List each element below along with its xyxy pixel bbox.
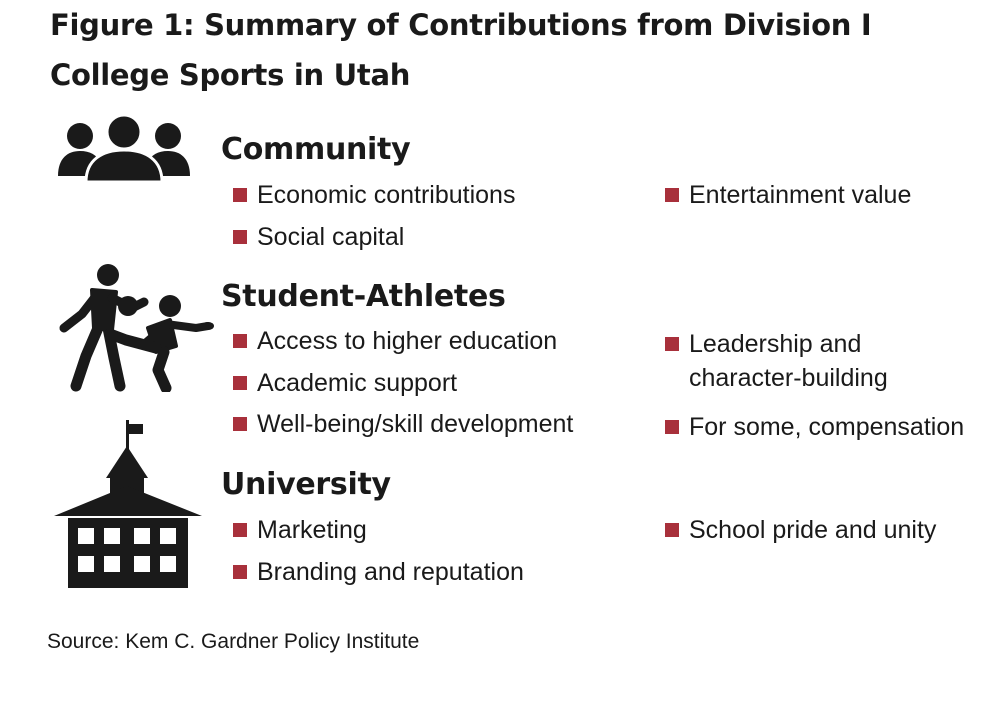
section-heading-community: Community — [221, 132, 411, 167]
bullet-square-icon — [665, 337, 679, 351]
schoolhouse-icon — [54, 420, 202, 588]
bullet-square-icon — [233, 230, 247, 244]
bullet-square-icon — [233, 188, 247, 202]
bullet-square-icon — [233, 376, 247, 390]
section-heading-university: University — [221, 467, 391, 502]
people-group-icon — [58, 114, 190, 182]
bullet-square-icon — [665, 420, 679, 434]
athletes-icon — [59, 264, 214, 392]
bullet-square-icon — [233, 334, 247, 348]
section-heading-student-athletes: Student-Athletes — [221, 279, 506, 314]
bullet-square-icon — [233, 417, 247, 431]
bullet-square-icon — [665, 523, 679, 537]
bullet-square-icon — [233, 565, 247, 579]
bullet-square-icon — [665, 188, 679, 202]
source-note: Source: Kem C. Gardner Policy Institute — [47, 630, 420, 653]
figure-title: Figure 1: Summary of Contributions from … — [50, 8, 872, 92]
bullet-square-icon — [233, 523, 247, 537]
